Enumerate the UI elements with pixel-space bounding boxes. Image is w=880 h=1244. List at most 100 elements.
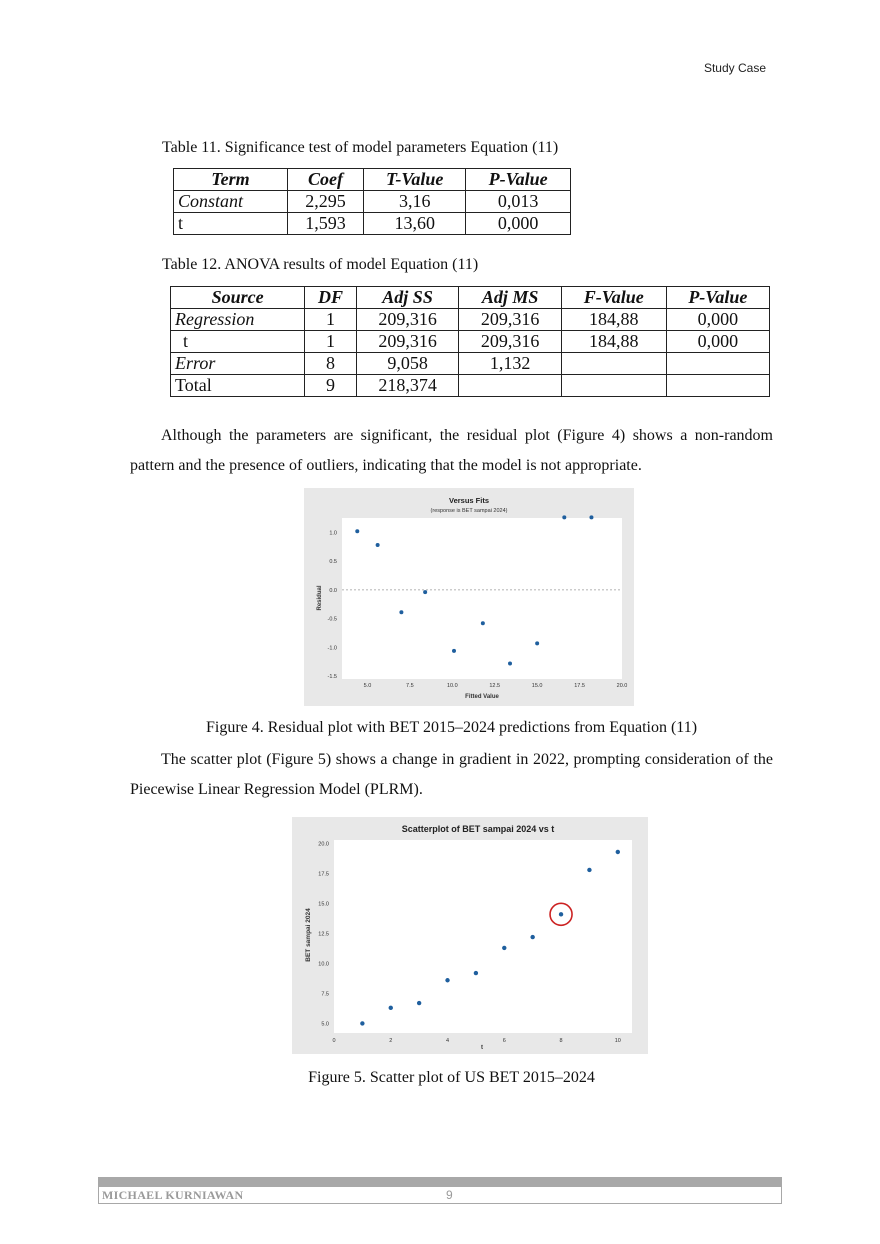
figure4-caption: Figure 4. Residual plot with BET 2015–20… xyxy=(205,719,698,736)
running-header: Study Case xyxy=(703,61,766,75)
x-tick-label: 7.5 xyxy=(406,683,414,689)
residual-plot-svg: Versus Fits (response is BET sampai 2024… xyxy=(317,496,628,700)
data-point xyxy=(375,543,380,548)
outlier-highlight-circle xyxy=(549,902,573,927)
x-tick-label: 10 xyxy=(615,1038,621,1044)
residual-plot-ylabel: Residual xyxy=(317,585,323,610)
y-tick-label: 15.0 xyxy=(318,902,329,908)
data-point xyxy=(360,1021,365,1026)
x-tick-label: 6 xyxy=(503,1038,506,1044)
table-cell: 209,316 xyxy=(458,308,562,331)
data-point xyxy=(388,1005,393,1011)
body-paragraph-1: Although the parameters are significant,… xyxy=(130,421,773,481)
table-cell: 8 xyxy=(304,352,357,375)
table12-header-row: Source DF Adj SS Adj MS F-Value P-Value xyxy=(169,286,771,309)
page-number: 9 xyxy=(446,1188,453,1202)
table-cell: 209,316 xyxy=(458,330,562,353)
table12-header-cell: P-Value xyxy=(665,286,771,309)
body-paragraph-2: The scatter plot (Figure 5) shows a chan… xyxy=(130,745,773,805)
table-cell: 184,88 xyxy=(560,330,667,353)
table-row: Error 8 9,058 1,132 xyxy=(169,352,771,375)
y-tick-label: -1.0 xyxy=(328,645,337,651)
table-cell: 3,16 xyxy=(363,190,467,213)
table-cell: 2,295 xyxy=(286,190,365,213)
scatter-plot-xlabel: t xyxy=(481,1045,483,1051)
table-row: Regression 1 209,316 209,316 184,88 0,00… xyxy=(169,308,771,331)
table12: Source DF Adj SS Adj MS F-Value P-Value … xyxy=(169,286,771,397)
x-tick-label: 2 xyxy=(389,1038,392,1044)
table-cell xyxy=(458,374,562,397)
x-tick-label: 12.5 xyxy=(489,683,500,689)
table12-header-cell: Adj MS xyxy=(458,286,562,309)
data-point xyxy=(399,610,404,615)
x-tick-label: 8 xyxy=(560,1038,563,1044)
figure4-residual-plot: Versus Fits (response is BET sampai 2024… xyxy=(304,488,634,706)
table-cell: 1 xyxy=(304,308,357,331)
table12-header-cell: Adj SS xyxy=(355,286,460,309)
footer-bar xyxy=(98,1177,782,1187)
y-tick-label: 7.5 xyxy=(321,991,329,997)
data-point xyxy=(473,970,479,976)
table-cell: 9,058 xyxy=(355,352,460,375)
y-tick-label: -1.5 xyxy=(328,674,337,680)
table-cell: Constant xyxy=(173,190,288,213)
figure5-caption: Figure 5. Scatter plot of US BET 2015–20… xyxy=(308,1069,595,1086)
body-paragraph-1-text: Although the parameters are significant,… xyxy=(130,427,773,474)
table-cell: 184,88 xyxy=(560,308,667,331)
table-cell: 0,000 xyxy=(665,308,771,331)
table12-header-cell: DF xyxy=(304,286,357,309)
x-tick-label: 17.5 xyxy=(574,683,585,689)
table-cell: t xyxy=(169,330,306,353)
table-row: t 1 209,316 209,316 184,88 0,000 xyxy=(169,330,771,353)
residual-plot-marks: 5.0 7.5 10.0 12.5 15.0 17.5 20.0 1.0 0.5 0.0 -0.5 -… xyxy=(328,515,628,689)
data-point xyxy=(445,978,450,983)
y-tick-label: 1.0 xyxy=(329,530,337,536)
y-tick-label: 5.0 xyxy=(321,1021,329,1027)
x-tick-label: 0 xyxy=(332,1038,335,1044)
x-tick-label: 15.0 xyxy=(532,683,543,689)
data-point xyxy=(562,515,567,520)
table11-header-row: Term Coef T-Value P-Value xyxy=(173,168,571,191)
table-cell: 9 xyxy=(304,374,357,397)
table-cell: 1 xyxy=(304,330,357,353)
residual-plot-title: Versus Fits xyxy=(449,496,489,505)
y-tick-label: -0.5 xyxy=(328,617,337,623)
figure5-scatter-plot: Scatterplot of BET sampai 2024 vs t t BE… xyxy=(292,817,648,1054)
footer-box xyxy=(98,1187,782,1204)
y-tick-label: 20.0 xyxy=(318,842,329,848)
residual-plot-subtitle: (response is BET sampai 2024) xyxy=(431,508,508,514)
table-cell: Error xyxy=(169,352,306,375)
table11: Term Coef T-Value P-Value Constant 2,295… xyxy=(173,168,571,235)
data-point xyxy=(558,912,564,917)
table11-caption: Table 11. Significance test of model par… xyxy=(162,139,559,156)
body-paragraph-2-text: The scatter plot (Figure 5) shows a chan… xyxy=(130,751,773,798)
table11-header-cell: T-Value xyxy=(363,168,467,191)
table-cell: 1,132 xyxy=(458,352,562,375)
footer-author: MICHAEL KURNIAWAN xyxy=(102,1188,244,1202)
scatter-plot-area xyxy=(334,840,632,1033)
table12-caption: Table 12. ANOVA results of model Equatio… xyxy=(162,256,479,273)
x-tick-label: 20.0 xyxy=(617,683,628,689)
table-cell xyxy=(560,352,667,375)
x-tick-label: 4 xyxy=(446,1038,449,1044)
data-point xyxy=(480,621,485,626)
table-row: t 1,593 13,60 0,000 xyxy=(173,212,571,235)
residual-plot-xlabel: Fitted Value xyxy=(465,694,499,700)
y-tick-label: 10.0 xyxy=(318,961,329,967)
table-cell: 209,316 xyxy=(355,330,460,353)
x-tick-label: 5.0 xyxy=(364,683,372,689)
data-point xyxy=(589,515,594,520)
data-point xyxy=(508,661,512,666)
data-point xyxy=(416,1000,422,1006)
table-cell xyxy=(665,352,771,375)
y-tick-label: 17.5 xyxy=(318,872,329,878)
table-cell: Regression xyxy=(169,308,306,331)
table-cell: t xyxy=(173,212,288,235)
table11-header-cell: Coef xyxy=(286,168,365,191)
table-row: Total 9 218,374 xyxy=(169,374,771,397)
data-point xyxy=(355,529,360,534)
table-cell: Total xyxy=(169,374,306,397)
table-cell: 0,000 xyxy=(665,330,771,353)
scatter-plot-ylabel: BET sampai 2024 xyxy=(305,908,312,962)
scatter-plot-marks: 0 2 4 6 8 10 20.0 17.5 15.0 12.5 10.0 7.5 5.0 xyxy=(318,842,621,1044)
